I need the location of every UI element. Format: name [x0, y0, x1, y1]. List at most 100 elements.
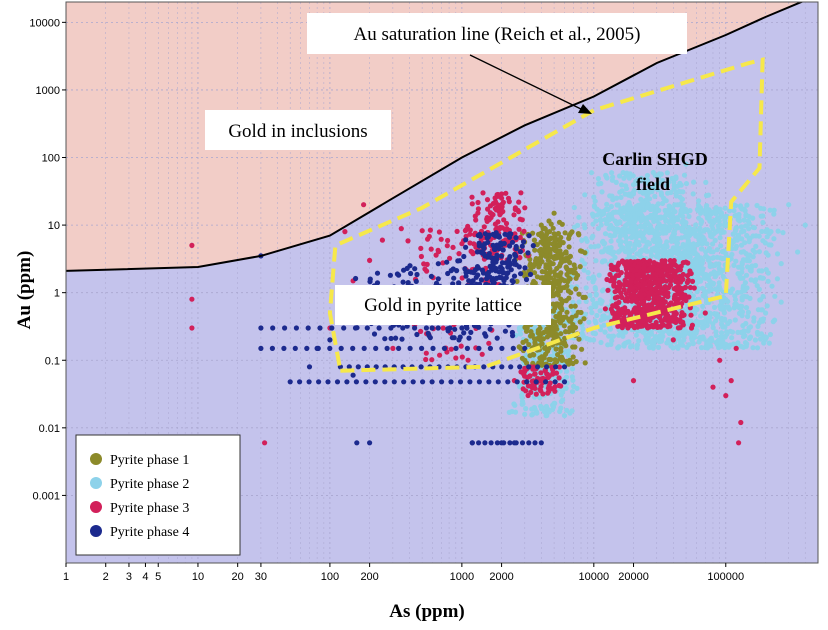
data-point: [604, 201, 610, 207]
data-point: [623, 239, 629, 245]
data-point: [524, 379, 530, 385]
data-point: [743, 213, 749, 219]
data-point: [739, 294, 745, 300]
data-point: [476, 345, 482, 351]
x-tick-label: 100: [321, 571, 339, 583]
data-point: [469, 201, 475, 207]
data-point: [582, 294, 588, 300]
data-point: [463, 273, 469, 279]
data-point: [492, 246, 498, 252]
data-point: [521, 228, 527, 234]
data-point: [486, 340, 492, 346]
data-point: [624, 270, 630, 277]
data-point: [553, 346, 559, 352]
data-point: [418, 364, 424, 370]
data-point: [667, 282, 674, 288]
data-point: [597, 308, 603, 314]
data-point: [695, 241, 701, 247]
data-point: [691, 285, 697, 291]
data-point: [507, 260, 513, 266]
data-point: [655, 187, 661, 193]
data-point: [342, 229, 348, 235]
data-point: [761, 340, 767, 346]
data-point: [733, 301, 739, 307]
data-point: [744, 294, 750, 300]
data-point: [474, 249, 480, 255]
data-point: [585, 269, 591, 276]
data-point: [641, 236, 647, 242]
y-tick-label: 0.1: [45, 355, 60, 367]
data-point: [524, 374, 531, 381]
data-point: [612, 289, 618, 295]
data-point: [592, 285, 598, 291]
data-point: [587, 292, 593, 298]
data-point: [733, 258, 739, 264]
data-point: [189, 242, 195, 248]
data-point: [523, 352, 529, 359]
data-point: [486, 379, 492, 385]
data-point: [725, 304, 731, 310]
data-point: [533, 379, 539, 385]
data-point: [630, 285, 636, 292]
data-point: [719, 255, 726, 262]
data-point: [552, 319, 558, 325]
data-point: [627, 344, 634, 350]
data-point: [407, 345, 413, 351]
data-point: [750, 247, 756, 253]
data-point: [423, 350, 429, 356]
data-point: [454, 268, 460, 274]
data-point: [700, 266, 706, 272]
data-point: [608, 245, 614, 251]
data-point: [672, 292, 678, 298]
data-point: [543, 253, 549, 259]
data-point: [751, 315, 757, 321]
data-point: [722, 205, 728, 211]
data-point: [754, 345, 761, 351]
data-point: [643, 332, 649, 338]
data-point: [346, 364, 352, 370]
data-point: [424, 268, 430, 274]
data-point: [361, 202, 367, 208]
data-point: [763, 250, 769, 256]
data-point: [461, 330, 467, 336]
data-point: [635, 258, 641, 264]
data-point: [778, 299, 784, 305]
data-point: [567, 325, 573, 331]
data-point: [499, 440, 505, 446]
data-point: [701, 236, 707, 242]
data-point: [752, 337, 759, 343]
data-point: [576, 299, 582, 305]
data-point: [476, 440, 482, 446]
data-point: [522, 205, 528, 211]
data-point: [736, 440, 742, 446]
data-point: [706, 215, 712, 221]
data-point: [457, 379, 464, 385]
data-point: [575, 231, 582, 237]
data-point: [509, 333, 516, 339]
data-point: [716, 280, 722, 286]
data-point: [656, 171, 663, 177]
data-point: [701, 325, 707, 331]
data-point: [650, 169, 656, 176]
data-point: [557, 288, 564, 294]
data-point: [556, 364, 563, 370]
data-point: [496, 206, 502, 212]
data-point: [720, 324, 726, 330]
data-point: [658, 333, 664, 339]
data-point: [607, 193, 613, 199]
data-point: [741, 228, 747, 234]
data-point: [710, 241, 716, 247]
data-point: [557, 239, 563, 245]
data-point: [429, 325, 435, 331]
data-point: [445, 237, 451, 244]
data-point: [505, 195, 512, 201]
x-tick-label: 20: [232, 571, 244, 583]
data-point: [482, 231, 488, 237]
data-point: [371, 331, 378, 337]
data-point: [745, 313, 751, 320]
data-point: [500, 247, 506, 253]
data-point: [642, 186, 648, 192]
data-point: [680, 333, 686, 339]
data-point: [592, 331, 599, 337]
data-point: [606, 217, 612, 223]
